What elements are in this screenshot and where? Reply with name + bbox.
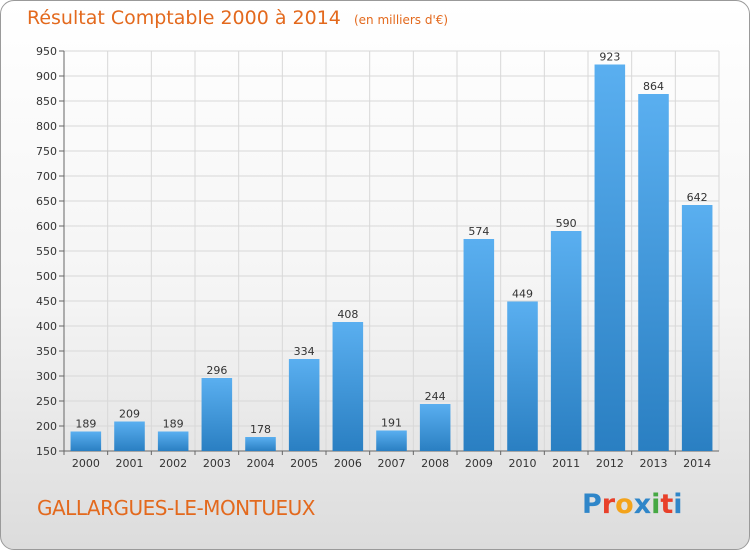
- x-tick-label: 2010: [509, 457, 537, 470]
- y-tick-label: 450: [36, 295, 57, 308]
- bars: [70, 64, 713, 451]
- logo-letter: t: [660, 489, 674, 520]
- chart-subtitle: (en milliers d'€): [353, 13, 449, 27]
- bar-2009: [463, 239, 495, 451]
- x-tick-label: 2005: [290, 457, 318, 470]
- logo-letter: o: [615, 489, 634, 520]
- x-tick-label: 2000: [72, 457, 100, 470]
- data-label: 189: [75, 418, 96, 431]
- x-tick-label: 2008: [421, 457, 449, 470]
- data-label: 864: [643, 80, 664, 93]
- y-tick-label: 250: [36, 395, 57, 408]
- logo-letter: r: [601, 489, 616, 520]
- y-tick-label: 950: [36, 45, 57, 58]
- data-label: 209: [119, 408, 140, 421]
- y-tick-label: 600: [36, 220, 57, 233]
- grid-lines: [63, 50, 720, 452]
- x-tick-label: 2004: [247, 457, 275, 470]
- y-tick-label: 200: [36, 420, 57, 433]
- y-tick-label: 900: [36, 70, 57, 83]
- data-label: 244: [425, 390, 446, 403]
- data-label: 574: [468, 225, 489, 238]
- data-label: 296: [206, 364, 227, 377]
- bar-2004: [245, 437, 276, 451]
- y-tick-label: 850: [36, 95, 57, 108]
- y-tick-label: 700: [36, 170, 57, 183]
- x-tick-label: 2011: [552, 457, 580, 470]
- y-tick-label: 300: [36, 370, 57, 383]
- x-tick-label: 2013: [640, 457, 668, 470]
- data-label: 642: [687, 191, 708, 204]
- data-label: 334: [294, 345, 315, 358]
- y-tick-label: 550: [36, 245, 57, 258]
- data-label: 191: [381, 417, 402, 430]
- data-label: 408: [337, 308, 358, 321]
- logo-letter: x: [633, 489, 652, 520]
- y-tick-label: 150: [36, 445, 57, 458]
- y-tick-label: 650: [36, 195, 57, 208]
- y-tick-label: 750: [36, 145, 57, 158]
- bar-2008: [419, 404, 451, 451]
- proxiti-logo[interactable]: Proxiti: [582, 489, 683, 520]
- y-tick-label: 350: [36, 345, 57, 358]
- labels: 2000 189 2001 209 2002 189 2003 296 2004 178 2005 3…: [72, 51, 711, 471]
- bar-2014: [681, 205, 713, 451]
- x-tick-label: 2006: [334, 457, 362, 470]
- x-tick-label: 2001: [116, 457, 144, 470]
- x-tick-label: 2003: [203, 457, 231, 470]
- bar-2007: [376, 430, 407, 451]
- bar-2002: [157, 431, 189, 451]
- x-tick-label: 2009: [465, 457, 493, 470]
- logo-letter: P: [582, 489, 602, 520]
- bar-2010: [507, 301, 538, 451]
- chart-title: Résultat Comptable 2000 à 2014: [27, 7, 341, 29]
- title-block: Résultat Comptable 2000 à 2014 (en milli…: [27, 7, 448, 29]
- data-label: 449: [512, 288, 533, 301]
- x-tick-label: 2014: [683, 457, 711, 470]
- data-label: 590: [556, 217, 577, 230]
- x-tick-label: 2012: [596, 457, 624, 470]
- data-label: 923: [599, 51, 620, 64]
- y-tick-label: 800: [36, 120, 57, 133]
- bar-2006: [332, 322, 364, 451]
- data-label: 178: [250, 423, 271, 436]
- y-tick-label: 500: [36, 270, 57, 283]
- bar-2013: [638, 94, 669, 451]
- y-tick-label: 400: [36, 320, 57, 333]
- x-tick-label: 2002: [159, 457, 187, 470]
- bar-2012: [594, 64, 626, 451]
- bar-2005: [288, 359, 320, 451]
- bar-2001: [114, 421, 145, 451]
- commune-name: GALLARGUES-LE-MONTUEUX: [37, 496, 315, 520]
- bar-2000: [70, 431, 102, 451]
- logo-letter: i: [673, 489, 683, 520]
- x-tick-label: 2007: [378, 457, 406, 470]
- logo-letter: i: [651, 489, 661, 520]
- bar-2003: [201, 378, 233, 451]
- data-label: 189: [163, 418, 184, 431]
- bar-2011: [550, 231, 582, 451]
